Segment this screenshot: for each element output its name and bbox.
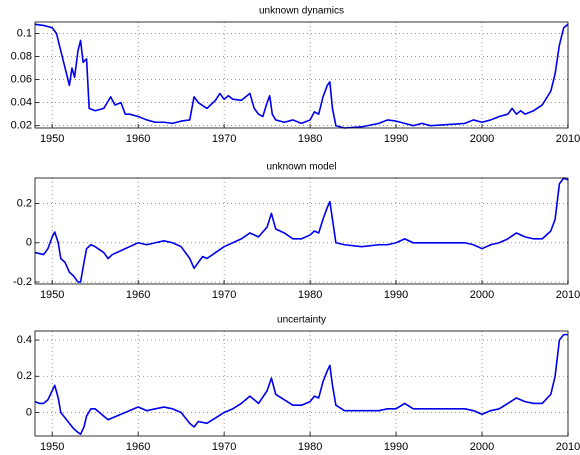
data-line bbox=[34, 333, 568, 435]
x-tick-label: 1960 bbox=[126, 133, 150, 145]
x-tick-label: 1980 bbox=[298, 441, 322, 453]
x-tick-label: 1950 bbox=[40, 289, 64, 301]
x-tick-label: 1980 bbox=[298, 133, 322, 145]
x-tick-label: 1960 bbox=[126, 441, 150, 453]
x-tick-label: 1970 bbox=[212, 441, 236, 453]
x-tick-label: 1950 bbox=[40, 441, 64, 453]
x-tick-label: 2010 bbox=[556, 289, 580, 301]
y-tick-label: 0.1 bbox=[17, 27, 32, 39]
y-tick-label: 0.06 bbox=[11, 74, 32, 86]
plot-frame bbox=[34, 330, 569, 437]
x-tick-label: 1980 bbox=[298, 289, 322, 301]
x-tick-label: 2010 bbox=[556, 133, 580, 145]
plot-frame bbox=[34, 21, 569, 129]
x-tick-label: 1960 bbox=[126, 289, 150, 301]
x-tick-label: 1990 bbox=[384, 289, 408, 301]
plot-area bbox=[35, 331, 568, 436]
y-tick-label: 0 bbox=[26, 237, 32, 249]
x-tick-label: 1990 bbox=[384, 441, 408, 453]
plot-frame bbox=[34, 177, 569, 285]
y-tick-label: 0.04 bbox=[11, 97, 32, 109]
x-tick-label: 1990 bbox=[384, 133, 408, 145]
y-tick-label: 0 bbox=[26, 406, 32, 418]
y-tick-label: 0.08 bbox=[11, 50, 32, 62]
y-tick-label: -0.2 bbox=[13, 276, 32, 288]
chart-title: unknown model bbox=[266, 162, 336, 173]
x-tick-label: 2000 bbox=[470, 133, 494, 145]
chart-title: unknown dynamics bbox=[259, 6, 344, 17]
plot-area bbox=[35, 22, 568, 128]
x-tick-label: 2010 bbox=[556, 441, 580, 453]
plot-area bbox=[35, 178, 568, 284]
data-line bbox=[34, 177, 569, 283]
y-tick-label: 0.4 bbox=[17, 334, 32, 346]
data-line bbox=[34, 23, 569, 129]
chart-title: uncertainty bbox=[277, 315, 326, 326]
y-tick-label: 0.2 bbox=[17, 197, 32, 209]
x-tick-label: 1970 bbox=[212, 289, 236, 301]
x-tick-label: 1950 bbox=[40, 133, 64, 145]
y-tick-label: 0.02 bbox=[11, 120, 32, 132]
y-tick-label: 0.2 bbox=[17, 370, 32, 382]
x-tick-label: 2000 bbox=[470, 441, 494, 453]
x-tick-label: 1970 bbox=[212, 133, 236, 145]
x-tick-label: 2000 bbox=[470, 289, 494, 301]
